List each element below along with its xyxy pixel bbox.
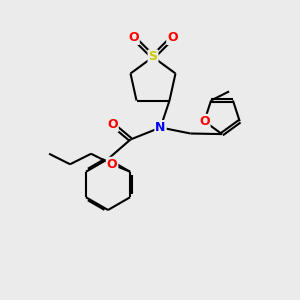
Text: O: O xyxy=(107,118,118,131)
Text: O: O xyxy=(107,158,117,171)
Text: O: O xyxy=(128,31,139,44)
Text: O: O xyxy=(167,31,178,44)
Text: S: S xyxy=(148,50,158,64)
Text: O: O xyxy=(199,115,210,128)
Text: N: N xyxy=(155,121,166,134)
